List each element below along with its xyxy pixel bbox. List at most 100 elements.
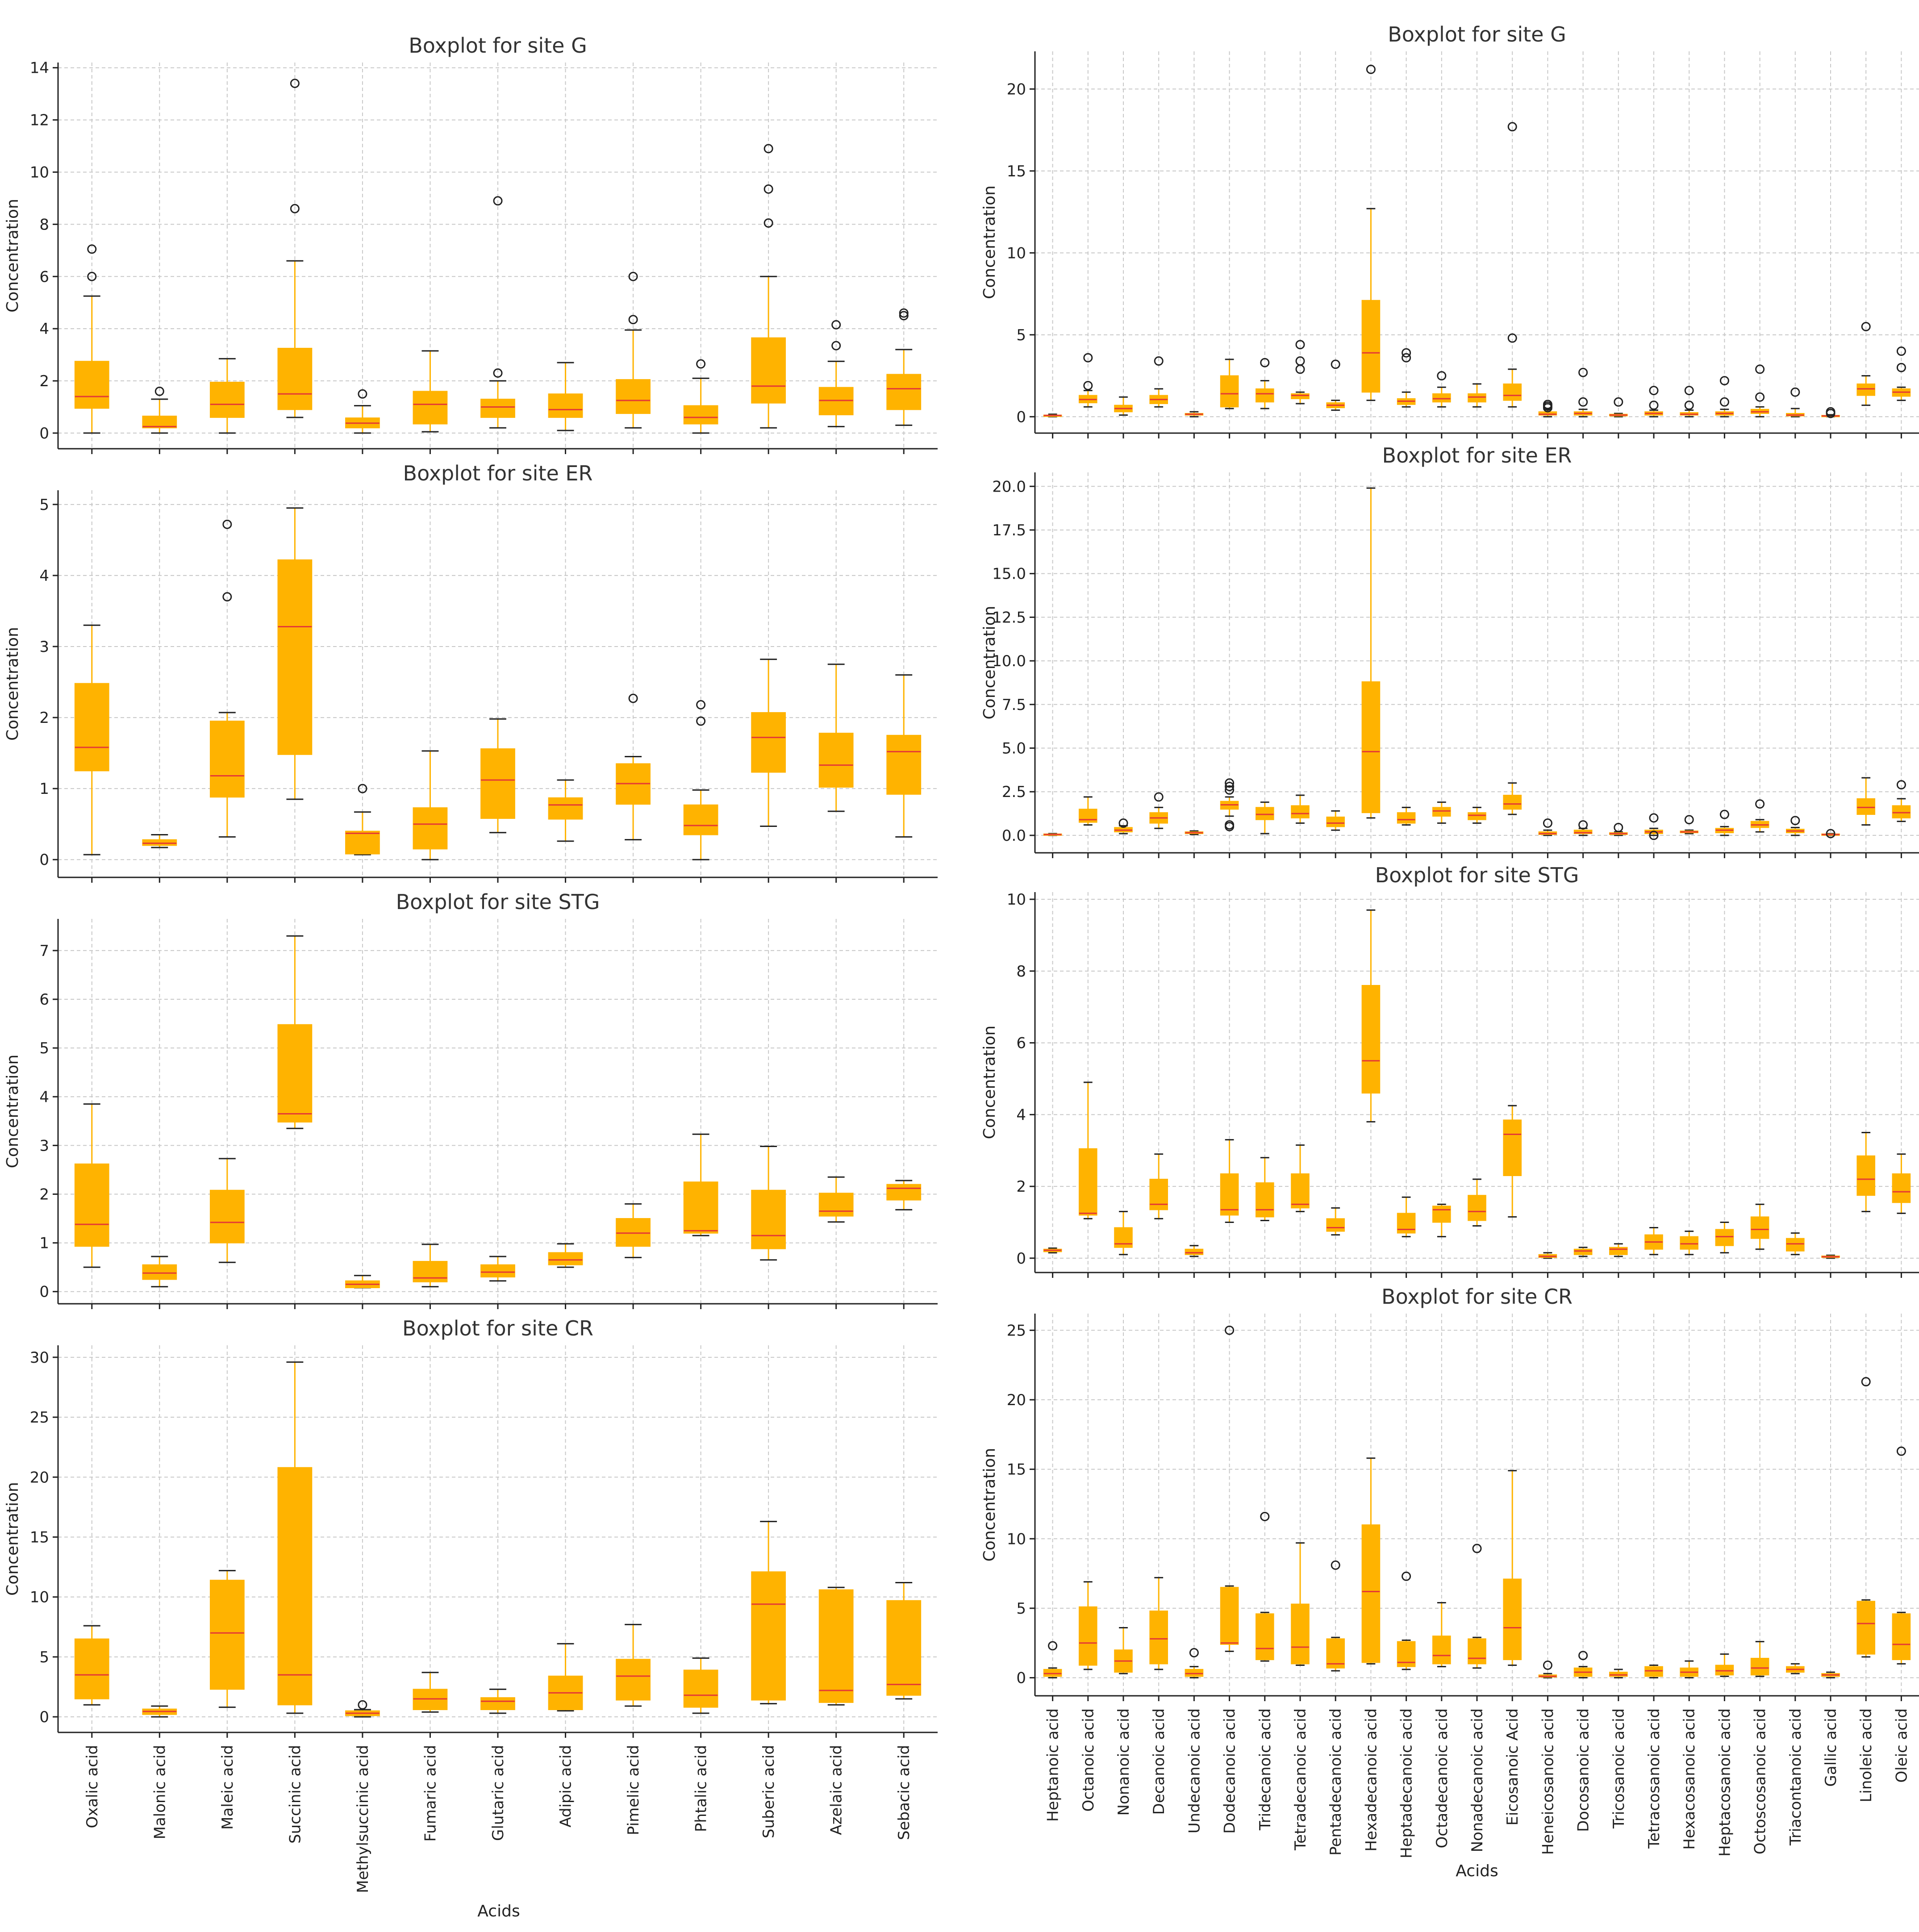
iqr-box (1291, 1603, 1310, 1665)
iqr-box (1220, 1587, 1239, 1645)
box-glutaric-acid (480, 1256, 515, 1282)
y-axis-label: Concentration (980, 606, 999, 720)
box-tetradecanoic-acid (1291, 794, 1310, 824)
x-tick-label: Hexadecanoic acid (1362, 1708, 1380, 1852)
outlier-point (87, 244, 97, 254)
outlier-point (763, 184, 773, 194)
outlier-point (1684, 401, 1694, 410)
iqr-box (548, 1252, 583, 1265)
y-tick-label: 4 (39, 1088, 49, 1106)
y-tick-label: 20 (1007, 1391, 1026, 1409)
iqr-box (818, 733, 854, 788)
y-tick-label: 20 (30, 1469, 49, 1486)
box-tridecanoic-acid (1256, 1157, 1274, 1221)
iqr-box (209, 1189, 245, 1243)
box-dodecanoic-acid (1220, 778, 1239, 831)
panel-title: Boxplot for site CR (1381, 1285, 1573, 1309)
y-tick-label: 1 (39, 1235, 49, 1252)
iqr-box (277, 559, 313, 755)
box-octoscosanoic-acid (1750, 1203, 1769, 1250)
box-tetradecanoic-acid (1291, 1542, 1310, 1666)
box-linoleic-acid (1856, 777, 1875, 826)
y-tick-label: 15.0 (992, 565, 1026, 583)
y-axis-label: Concentration (980, 1026, 999, 1139)
iqr-box (1326, 1638, 1345, 1669)
x-tick-label: Sebacic acid (895, 1745, 913, 1840)
iqr-box (480, 748, 515, 819)
box-octoscosanoic-acid (1750, 1641, 1769, 1677)
box-phtalic-acid (683, 700, 718, 860)
y-tick-label: 2 (39, 372, 49, 390)
y-tick-label: 5 (1016, 1600, 1026, 1618)
x-tick-label: Malonic acid (151, 1745, 169, 1839)
panel-stg-left: 0 1 2 3 4 5 6 7 Boxplot for site STG Concentratio… (4, 890, 938, 1309)
outlier-point (1118, 818, 1128, 828)
x-tick-label: Glutaric acid (489, 1745, 507, 1841)
y-tick-label: 5 (39, 1648, 49, 1666)
outlier-point (154, 386, 164, 396)
box-dodecanoic-acid (1220, 359, 1239, 409)
box-tetradecanoic-acid (1291, 340, 1310, 405)
box-methylsuccinic-acid (345, 1700, 380, 1718)
box-nonadecanoic-acid (1468, 1544, 1486, 1669)
box-undecanoic-acid (1185, 830, 1204, 835)
box-octanoic-acid (1079, 1081, 1097, 1219)
panel-title: Boxplot for site G (1388, 22, 1566, 46)
x-tick-label: Nonadecanoic acid (1468, 1708, 1486, 1853)
iqr-box (1609, 1247, 1628, 1255)
box-pentadecanoic-acid (1326, 359, 1345, 411)
box-octoscosanoic-acid (1750, 364, 1769, 417)
iqr-box (616, 1218, 651, 1247)
outlier-point (1472, 1544, 1482, 1553)
y-tick-label: 7.5 (1002, 696, 1026, 714)
iqr-box (1432, 393, 1451, 403)
x-tick-label: Fumaric acid (421, 1745, 439, 1842)
y-tick-label: 0 (1016, 1250, 1026, 1268)
box-succinic-acid (277, 1361, 313, 1714)
box-heptanoic-acid (1043, 1247, 1062, 1254)
box-tricosanoic-acid (1609, 822, 1628, 836)
panel-er-right: 0.0 2.5 5.0 7.5 10.0 12.5 15.0 17.5 20.0 Boxplot … (980, 443, 1919, 858)
box-undecanoic-acid (1185, 411, 1204, 417)
x-tick-label: Triacontanoic acid (1787, 1708, 1805, 1846)
outlier-point (831, 341, 841, 351)
box-octadecanoic-acid (1432, 1203, 1451, 1238)
outlier-point (1260, 1511, 1270, 1521)
iqr-box (1856, 1155, 1875, 1196)
y-tick-label: 10 (1007, 244, 1026, 262)
y-tick-label: 7 (39, 942, 49, 960)
x-axis-label-left: Acids (477, 1902, 520, 1920)
y-tick-label: 15 (1007, 1461, 1026, 1479)
iqr-box (1220, 375, 1239, 408)
iqr-box (1079, 1606, 1097, 1666)
iqr-box (1856, 383, 1875, 396)
x-tick-label: Oxalic acid (83, 1745, 101, 1828)
outlier-point (1896, 1446, 1906, 1456)
box-pentadecanoic-acid (1326, 1560, 1345, 1672)
y-tick-label: 6 (1016, 1035, 1026, 1052)
outlier-point (1543, 818, 1552, 828)
x-tick-label: Maleic acid (219, 1745, 237, 1830)
x-tick-label: Phtalic acid (693, 1745, 710, 1832)
box-hexacosanoic-acid (1680, 815, 1698, 835)
iqr-box (1256, 1613, 1274, 1661)
box-adipic-acid (548, 362, 583, 431)
box-oleic-acid (1892, 1153, 1911, 1214)
box-suberic-acid (751, 1521, 786, 1705)
outlier-point (1719, 810, 1729, 819)
box-methylsuccinic-acid (345, 389, 380, 434)
box-octadecanoic-acid (1432, 371, 1451, 408)
iqr-box (277, 347, 313, 410)
iqr-box (616, 1659, 651, 1701)
iqr-box (277, 1024, 313, 1123)
box-glutaric-acid (480, 196, 515, 429)
iqr-box (1043, 1669, 1062, 1677)
box-tridecanoic-acid (1256, 801, 1274, 835)
outlier-point (87, 271, 97, 281)
iqr-box (616, 379, 651, 414)
outlier-point (1225, 778, 1235, 788)
panel-title: Boxplot for site ER (1382, 443, 1572, 467)
outlier-point (628, 693, 638, 703)
outlier-point (1331, 359, 1340, 369)
box-octanoic-acid (1079, 353, 1097, 408)
